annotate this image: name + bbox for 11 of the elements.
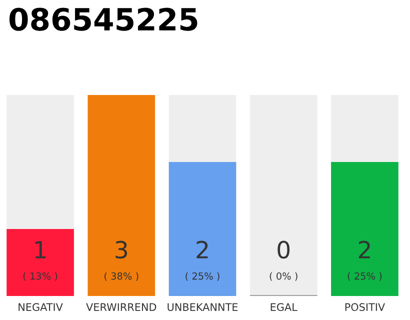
data-label: 1 ( 13% ): [23, 241, 58, 281]
data-label: 2 ( 25% ): [348, 240, 382, 281]
x-tick-label: UNBEKANNTE: [168, 303, 238, 312]
data-label: 0 ( 0% ): [270, 240, 298, 281]
data-label: 2 ( 25% ): [186, 240, 220, 281]
x-tick-label: VERWIRREND: [86, 303, 156, 311]
x-tick-label: NEGATIV: [18, 303, 63, 312]
data-label: 3 ( 38% ): [104, 240, 138, 281]
x-tick-label: EGAL: [270, 303, 298, 312]
x-tick-label: POSITIV: [345, 303, 385, 312]
chart-title: 086545225: [9, 8, 198, 31]
